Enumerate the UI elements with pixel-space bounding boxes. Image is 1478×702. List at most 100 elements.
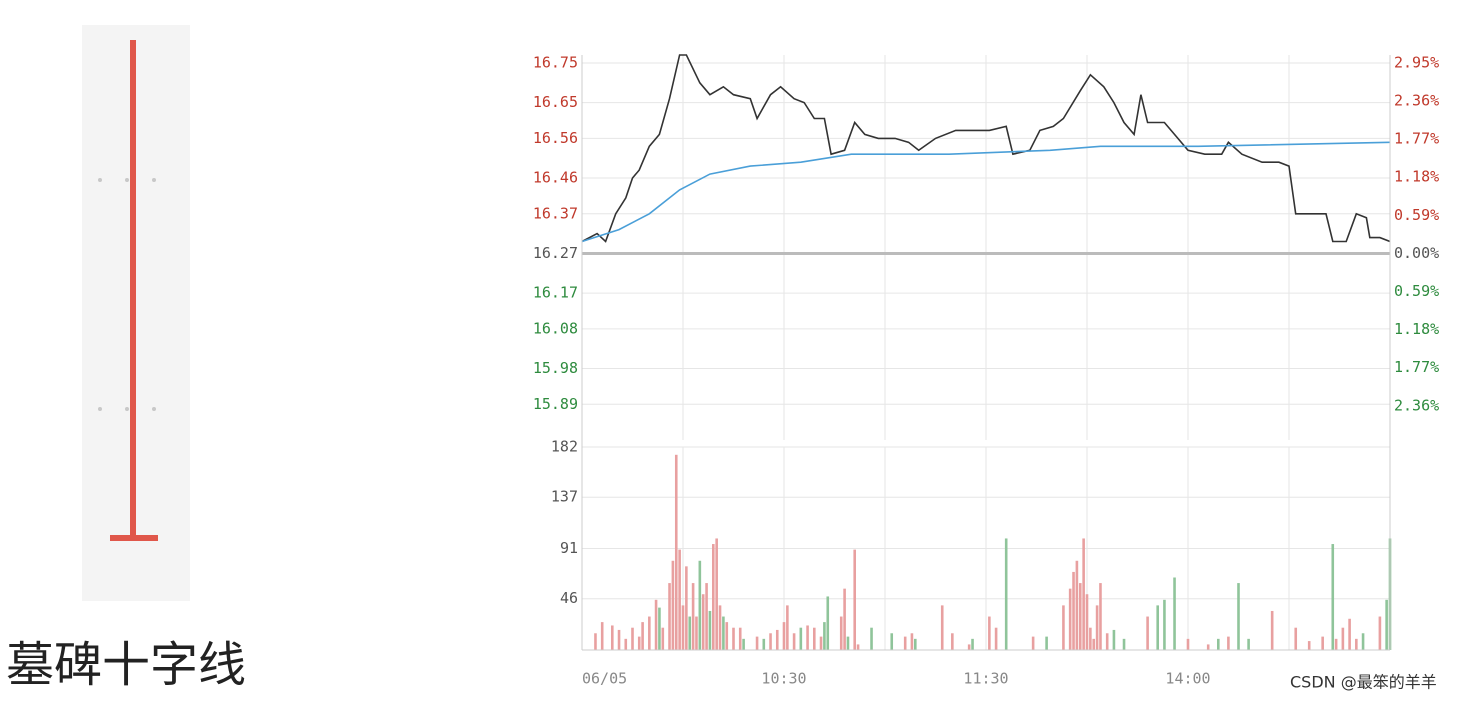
volume-bar [819, 636, 823, 650]
y2-tick-label: 0.00% [1394, 244, 1439, 262]
intraday-chart: 16.75 16.65 16.56 16.46 16.37 16.27 16.17 16.08… [533, 53, 1439, 687]
y-tick-label: 16.75 [533, 53, 578, 71]
volume-bar [617, 629, 621, 650]
y-tick-label: 182 [551, 438, 578, 456]
volume-bar [725, 622, 729, 650]
volume-bar [775, 629, 779, 650]
y-tick-label: 16.65 [533, 93, 578, 111]
y-tick-label: 16.56 [533, 129, 578, 147]
volume-bar [1112, 629, 1116, 650]
volume-bar [658, 607, 661, 650]
volume-bar [806, 625, 809, 650]
y2-tick-label: 1.18% [1394, 320, 1439, 338]
volume-bar [1068, 588, 1072, 650]
volume-bar [843, 588, 846, 650]
volume-bar [1348, 618, 1351, 650]
y-tick-label: 16.17 [533, 284, 578, 302]
volume-bar [853, 549, 856, 650]
volume-bar [988, 616, 991, 650]
volume-bar [967, 644, 971, 650]
volume-bar [722, 616, 725, 650]
volume-bar [685, 566, 688, 650]
doji-illustration [82, 25, 190, 601]
volume-bar [846, 636, 850, 650]
y2-tick-label: 2.95% [1394, 53, 1439, 71]
volume-bar [674, 454, 678, 650]
volume-bar [1082, 538, 1085, 650]
volume-bar [1156, 605, 1159, 650]
price-line [581, 141, 1391, 243]
volume-bar [705, 583, 708, 650]
volume-bar [890, 633, 894, 650]
volume-bar [668, 583, 671, 650]
volume-bar [799, 627, 803, 650]
volume-bar [1173, 577, 1176, 650]
volume-bar [712, 544, 715, 650]
volume-bar [1321, 636, 1324, 650]
volume-bar [1099, 583, 1102, 650]
volume-bar [1092, 638, 1096, 650]
volume-bar [1146, 616, 1149, 650]
volume-bar [1307, 641, 1311, 650]
volume-bar [910, 633, 914, 650]
volume-bar [971, 638, 974, 650]
volume-bar [762, 638, 766, 650]
volume-bar [1075, 560, 1079, 650]
y-tick-label: 137 [551, 488, 578, 506]
volume-bar [631, 627, 634, 650]
volume-bar [1334, 638, 1338, 650]
volume-bar [678, 549, 681, 650]
y-tick-label: 91 [560, 539, 578, 557]
volume-bar [823, 622, 826, 650]
y-tick-label: 15.89 [533, 395, 578, 413]
volume-bar [708, 610, 712, 650]
volume-bar [641, 622, 644, 650]
volume-bar [1227, 636, 1230, 650]
volume-bar [732, 627, 735, 650]
volume-bar [1217, 638, 1220, 650]
volume-bar [718, 605, 722, 650]
volume-bar [600, 622, 604, 650]
volume-bar [1085, 594, 1089, 650]
volume-bar [1361, 633, 1365, 650]
illustration-dots [98, 178, 156, 411]
y-tick-label: 46 [560, 589, 578, 607]
y2-tick-label: 2.36% [1394, 396, 1439, 414]
volume-bar [914, 638, 917, 650]
y-tick-label: 15.98 [533, 359, 578, 377]
volume-bar [1095, 605, 1099, 650]
y2-tick-label: 1.77% [1394, 358, 1439, 376]
volume-bar [786, 605, 789, 650]
y-tick-label: 16.37 [533, 204, 578, 222]
y2-tick-label: 1.77% [1394, 130, 1439, 148]
volume-bar [1385, 599, 1388, 650]
volume-bar [1062, 605, 1065, 650]
volume-bar [624, 638, 628, 650]
volume-bar [738, 627, 742, 650]
volume-bar [1031, 636, 1035, 650]
volume-bar [681, 605, 685, 650]
x-tick-label: 10:30 [761, 670, 806, 688]
volume-bar [715, 538, 718, 650]
volume-bar [695, 616, 698, 650]
x-tick-label: 14:00 [1165, 670, 1210, 688]
volume-bar [1294, 627, 1298, 650]
volume-bar [691, 583, 695, 650]
volume-bar [1378, 616, 1382, 650]
volume-bar [1331, 544, 1335, 650]
volume-bar [826, 596, 830, 650]
volume-bar [769, 633, 772, 650]
price-line [581, 54, 1391, 243]
volume-bar [648, 616, 651, 650]
volume-bar [839, 616, 843, 650]
watermark: CSDN @最笨的羊羊 [1290, 673, 1437, 692]
volume-bar [611, 625, 614, 650]
volume-bar [1004, 538, 1008, 650]
y2-tick-label: 0.59% [1394, 206, 1439, 224]
volume-bar [1122, 638, 1126, 650]
volume-bar [1078, 583, 1082, 650]
volume-bar [637, 636, 641, 650]
volume-bar [1045, 636, 1048, 650]
volume-bar [698, 560, 702, 650]
